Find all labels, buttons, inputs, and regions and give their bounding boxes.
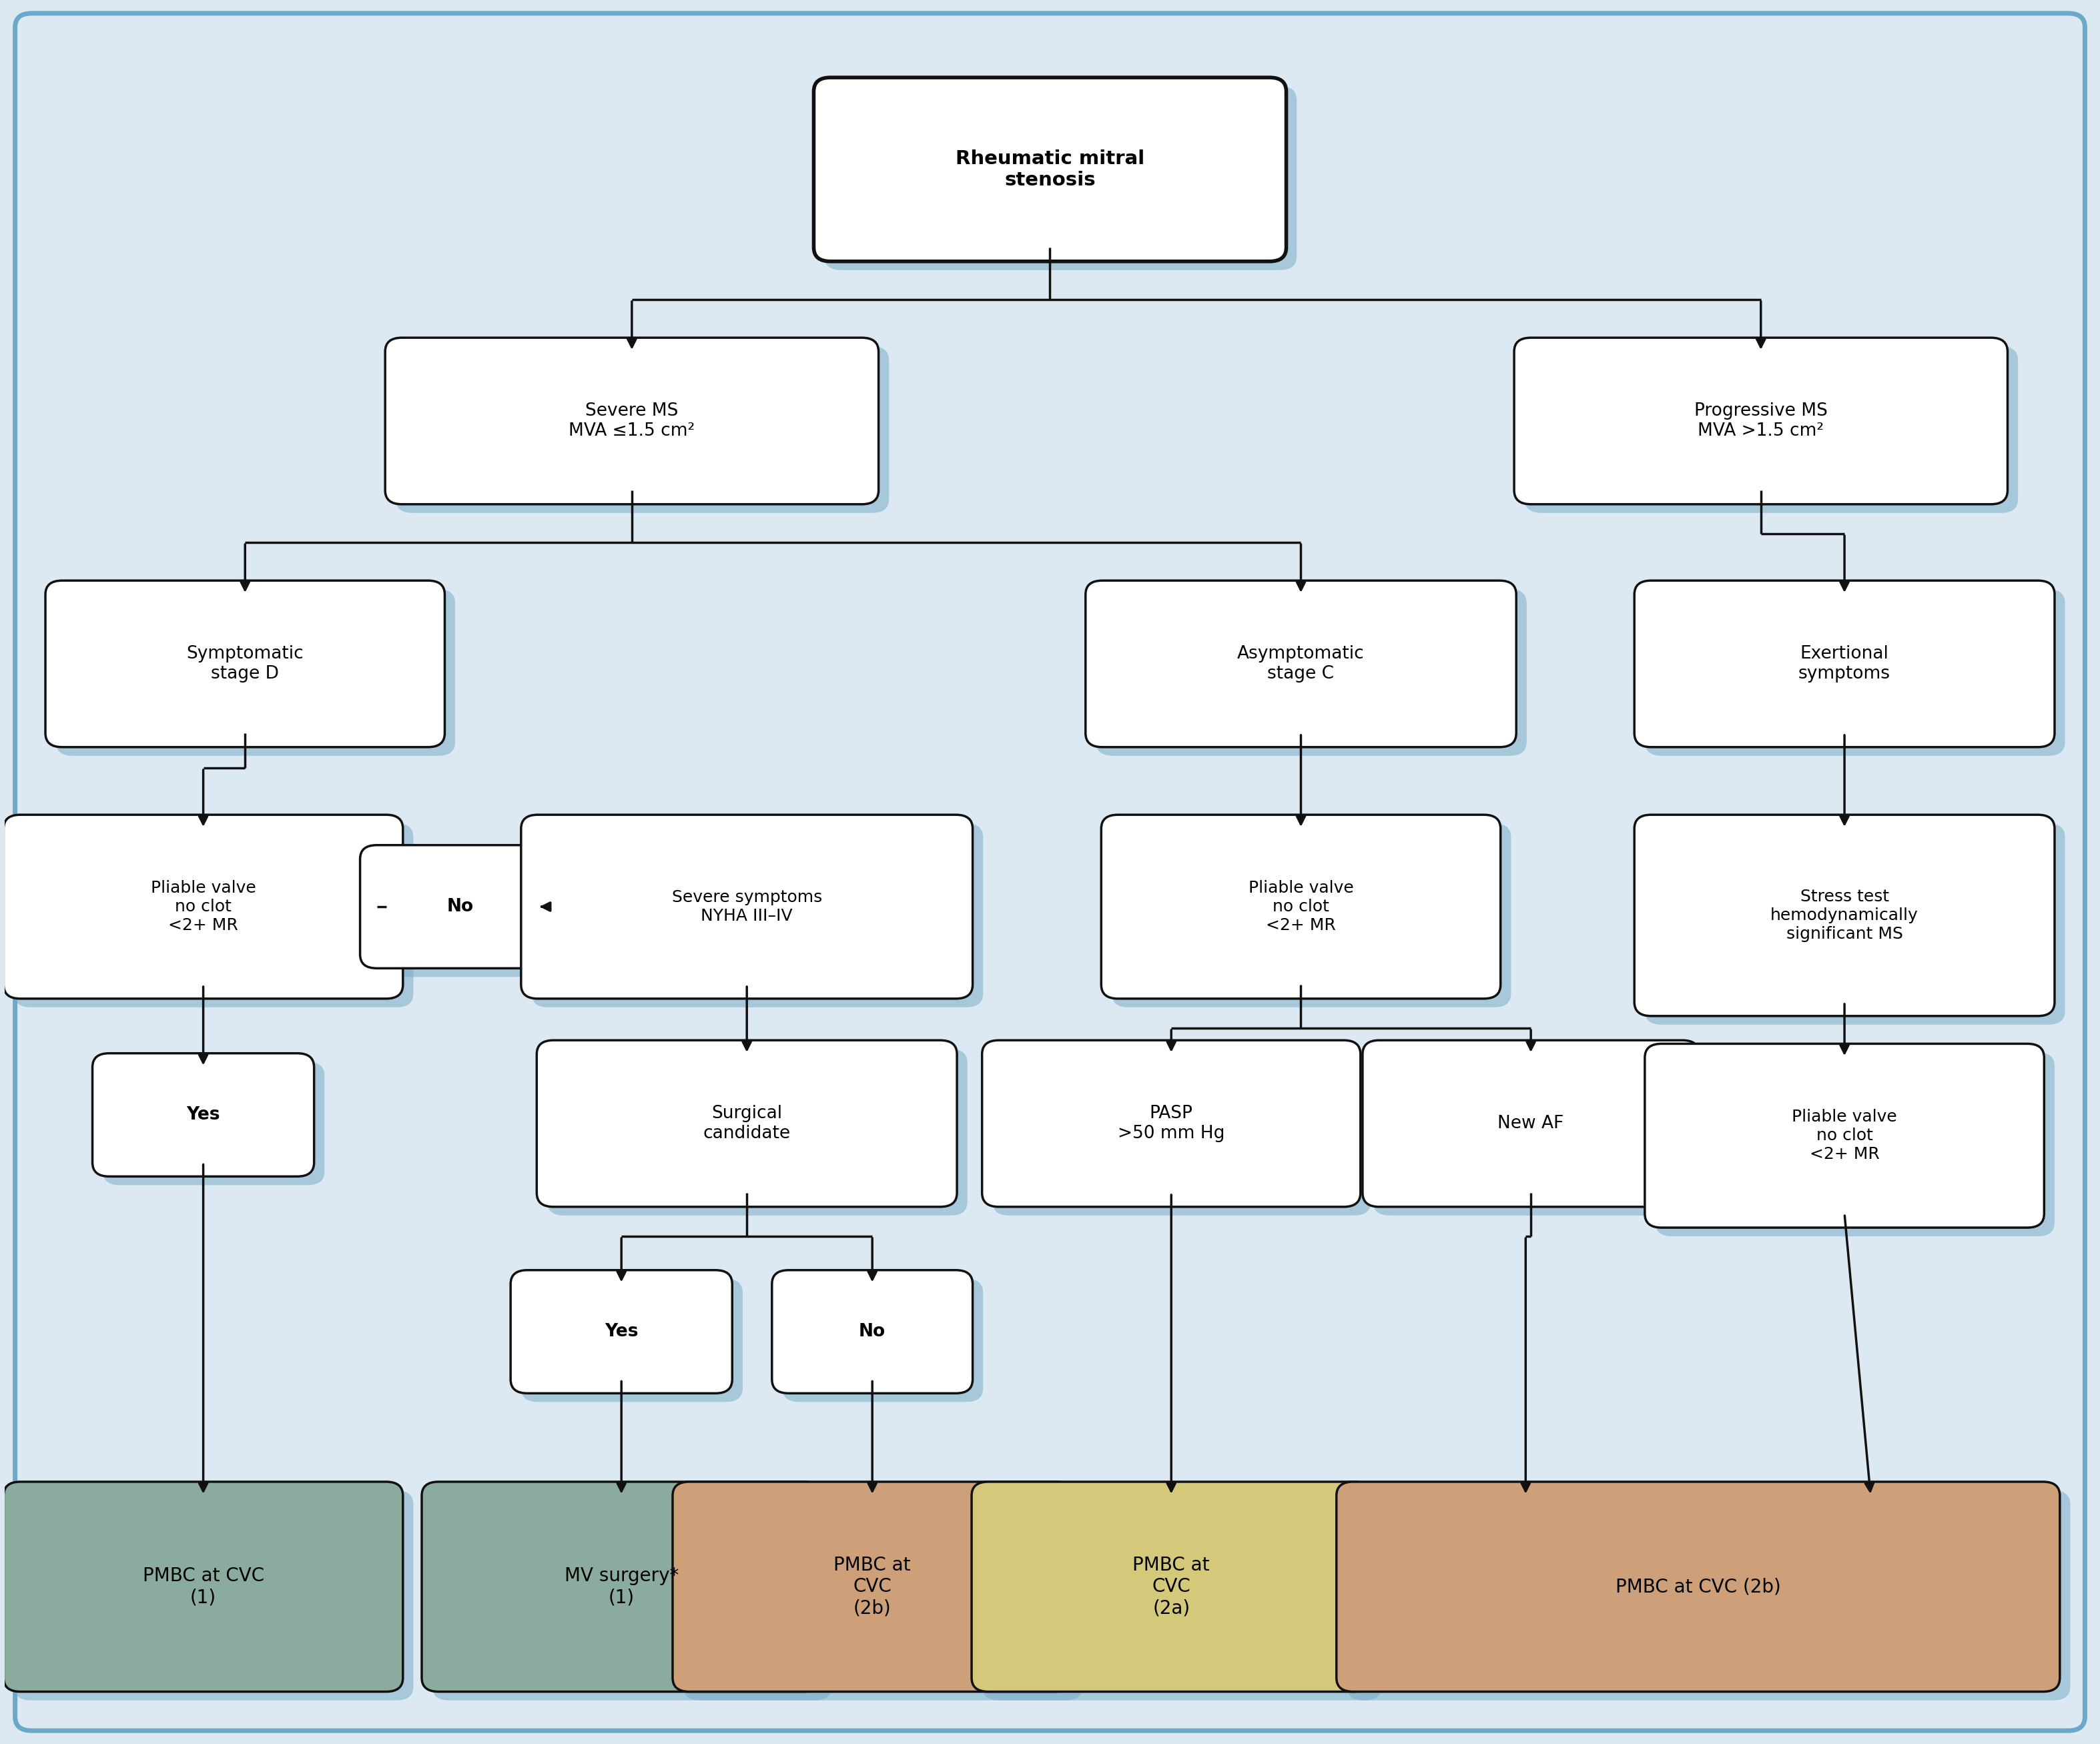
Text: Asymptomatic
stage C: Asymptomatic stage C	[1237, 645, 1365, 682]
FancyBboxPatch shape	[57, 589, 456, 755]
FancyBboxPatch shape	[1655, 1052, 2054, 1236]
FancyBboxPatch shape	[1100, 814, 1502, 999]
FancyBboxPatch shape	[384, 338, 878, 504]
FancyBboxPatch shape	[983, 1039, 1361, 1207]
FancyBboxPatch shape	[359, 846, 561, 968]
FancyBboxPatch shape	[510, 1270, 733, 1393]
Text: Exertional
symptoms: Exertional symptoms	[1798, 645, 1890, 682]
Text: PMBC at
CVC
(2a): PMBC at CVC (2a)	[1132, 1556, 1210, 1618]
FancyBboxPatch shape	[972, 1482, 1371, 1692]
FancyBboxPatch shape	[1373, 1048, 1709, 1216]
Text: Yes: Yes	[187, 1106, 220, 1123]
Text: PMBC at CVC
(1): PMBC at CVC (1)	[143, 1566, 265, 1606]
Text: Progressive MS
MVA >1.5 cm²: Progressive MS MVA >1.5 cm²	[1695, 403, 1827, 439]
Text: PMBC at
CVC
(2b): PMBC at CVC (2b)	[834, 1556, 911, 1618]
Text: Symptomatic
stage D: Symptomatic stage D	[187, 645, 304, 682]
FancyBboxPatch shape	[1644, 589, 2064, 755]
FancyBboxPatch shape	[4, 1482, 403, 1692]
FancyBboxPatch shape	[1634, 814, 2054, 1017]
FancyBboxPatch shape	[1514, 338, 2008, 504]
Text: New AF: New AF	[1497, 1114, 1564, 1132]
FancyBboxPatch shape	[823, 85, 1296, 270]
Text: Severe symptoms
NYHA III–IV: Severe symptoms NYHA III–IV	[672, 889, 821, 924]
FancyBboxPatch shape	[983, 1491, 1382, 1700]
FancyBboxPatch shape	[1525, 347, 2018, 513]
FancyBboxPatch shape	[548, 1048, 968, 1216]
FancyBboxPatch shape	[531, 823, 983, 1008]
FancyBboxPatch shape	[773, 1270, 972, 1393]
FancyBboxPatch shape	[1086, 581, 1516, 746]
Text: MV surgery*
(1): MV surgery* (1)	[565, 1566, 678, 1606]
Text: Stress test
hemodynamically
significant MS: Stress test hemodynamically significant …	[1770, 889, 1919, 942]
Text: Surgical
candidate: Surgical candidate	[704, 1106, 790, 1142]
FancyBboxPatch shape	[1644, 823, 2064, 1025]
FancyBboxPatch shape	[672, 1482, 1071, 1692]
FancyBboxPatch shape	[538, 1039, 958, 1207]
FancyBboxPatch shape	[1346, 1491, 2071, 1700]
FancyBboxPatch shape	[4, 814, 403, 999]
FancyBboxPatch shape	[521, 1278, 743, 1402]
FancyBboxPatch shape	[783, 1278, 983, 1402]
Text: Yes: Yes	[605, 1324, 638, 1341]
Text: PMBC at CVC (2b): PMBC at CVC (2b)	[1615, 1577, 1781, 1596]
Text: Pliable valve
no clot
<2+ MR: Pliable valve no clot <2+ MR	[1247, 881, 1354, 933]
FancyBboxPatch shape	[422, 1482, 821, 1692]
FancyBboxPatch shape	[433, 1491, 832, 1700]
FancyBboxPatch shape	[1336, 1482, 2060, 1692]
FancyBboxPatch shape	[15, 1491, 414, 1700]
FancyBboxPatch shape	[521, 814, 972, 999]
FancyBboxPatch shape	[370, 855, 571, 977]
FancyBboxPatch shape	[46, 581, 445, 746]
Text: Pliable valve
no clot
<2+ MR: Pliable valve no clot <2+ MR	[151, 881, 256, 933]
FancyBboxPatch shape	[15, 823, 414, 1008]
FancyBboxPatch shape	[1096, 589, 1527, 755]
FancyBboxPatch shape	[1111, 823, 1512, 1008]
FancyBboxPatch shape	[813, 77, 1287, 262]
FancyBboxPatch shape	[993, 1048, 1371, 1216]
FancyBboxPatch shape	[1644, 1043, 2043, 1228]
Text: PASP
>50 mm Hg: PASP >50 mm Hg	[1117, 1106, 1224, 1142]
FancyBboxPatch shape	[395, 347, 888, 513]
Text: Severe MS
MVA ≤1.5 cm²: Severe MS MVA ≤1.5 cm²	[569, 403, 695, 439]
Text: Pliable valve
no clot
<2+ MR: Pliable valve no clot <2+ MR	[1791, 1109, 1896, 1162]
Text: No: No	[859, 1324, 886, 1341]
FancyBboxPatch shape	[1634, 581, 2054, 746]
Text: Rheumatic mitral
stenosis: Rheumatic mitral stenosis	[956, 150, 1144, 190]
FancyBboxPatch shape	[92, 1053, 315, 1177]
Text: No: No	[447, 898, 475, 916]
FancyBboxPatch shape	[1363, 1039, 1699, 1207]
FancyBboxPatch shape	[15, 14, 2085, 1730]
FancyBboxPatch shape	[103, 1062, 325, 1186]
FancyBboxPatch shape	[682, 1491, 1082, 1700]
